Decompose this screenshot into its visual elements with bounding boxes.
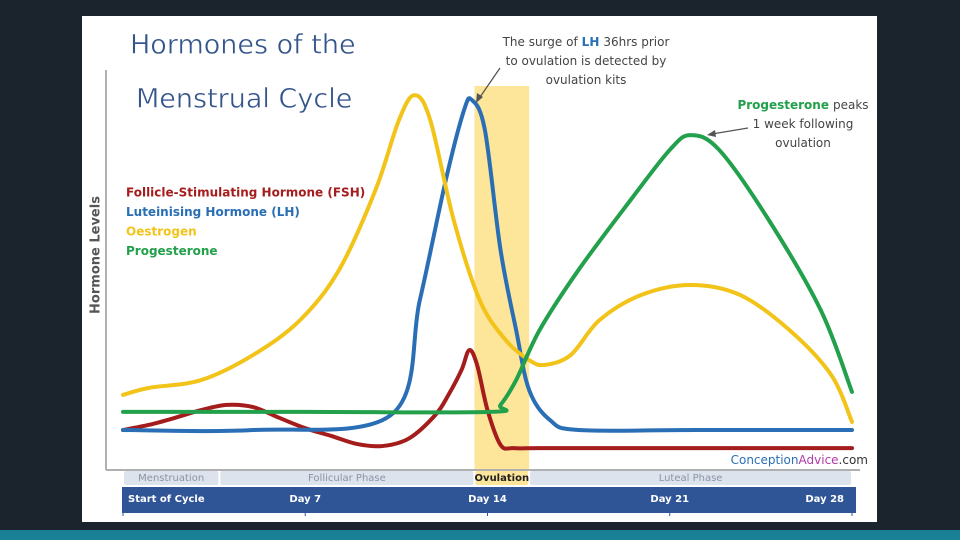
x-tick-label: Day 7	[289, 494, 321, 505]
x-tick-label: Day 21	[650, 494, 689, 505]
axis-layer: Menstruation Follicular Phase Ovulation Lut…	[122, 453, 868, 516]
annotation-text: ovulation	[775, 136, 831, 150]
annotation-text: 36hrs prior	[603, 35, 669, 49]
hormone-line	[121, 348, 854, 451]
annotation-line: ovulation kits	[546, 73, 627, 87]
legend-entry: Luteinising Hormone (LH)	[126, 205, 300, 219]
legend-entry: Oestrogen	[126, 225, 197, 239]
annotation-arrow	[477, 67, 501, 101]
title: Hormones of the Menstrual Cycle	[130, 29, 356, 115]
x-tick-label: Day 14	[468, 494, 507, 505]
x-tick-label: Day 28	[805, 494, 844, 505]
hormone-line	[121, 133, 854, 415]
phase-cell	[475, 471, 529, 485]
annotation-text: The surge of	[502, 35, 579, 49]
annotation-arrow	[711, 127, 749, 135]
legend-entry: Progesterone	[126, 244, 218, 258]
day-bar	[122, 487, 856, 513]
annotation-text: to ovulation is detected by	[506, 54, 667, 68]
annotation-line: to ovulation is detected by	[506, 54, 667, 68]
arrowhead	[476, 93, 483, 103]
line-layer	[121, 93, 854, 451]
annotation-line: The surge of LH 36hrs prior	[502, 35, 670, 49]
phase-label: Ovulation	[475, 473, 530, 484]
x-tick-label: Start of Cycle	[128, 494, 205, 505]
hormone-line	[121, 93, 854, 424]
phase-cell	[124, 471, 219, 485]
phase-label: Follicular Phase	[308, 473, 386, 484]
annotation-text: ovulation kits	[546, 73, 627, 87]
annotations: The surge of LH 36hrs prior to ovulation is…	[502, 35, 869, 150]
annotation-line: ovulation	[775, 136, 831, 150]
title-line: Menstrual Cycle	[136, 84, 352, 115]
hormone-line	[121, 96, 854, 434]
annotation-text: Progesterone	[737, 98, 829, 112]
annotation-line: 1 week following	[753, 117, 854, 131]
annotation-text: peaks	[833, 98, 869, 112]
title-line: Hormones of the	[130, 30, 356, 61]
bottom-strip	[0, 530, 960, 540]
legend: Follicle-Stimulating Hormone (FSH) Lutein…	[126, 186, 365, 259]
legend-entry: Follicle-Stimulating Hormone (FSH)	[126, 186, 365, 200]
y-axis-label: Hormone Levels	[89, 196, 104, 314]
phase-label: Luteal Phase	[659, 473, 723, 484]
annotation-text: 1 week following	[753, 117, 854, 131]
source-part: .com	[839, 453, 868, 467]
phase-label: Menstruation	[138, 473, 204, 484]
source: ConceptionAdvice.com	[731, 453, 868, 467]
source-part: Advice	[799, 453, 839, 467]
annotation-line: Progesterone peaks	[737, 98, 868, 112]
phase-cell	[220, 471, 474, 485]
annotation-text: LH	[582, 35, 600, 49]
phase-cell	[530, 471, 851, 485]
arrowhead	[707, 130, 716, 137]
source-part: Conception	[731, 453, 799, 467]
